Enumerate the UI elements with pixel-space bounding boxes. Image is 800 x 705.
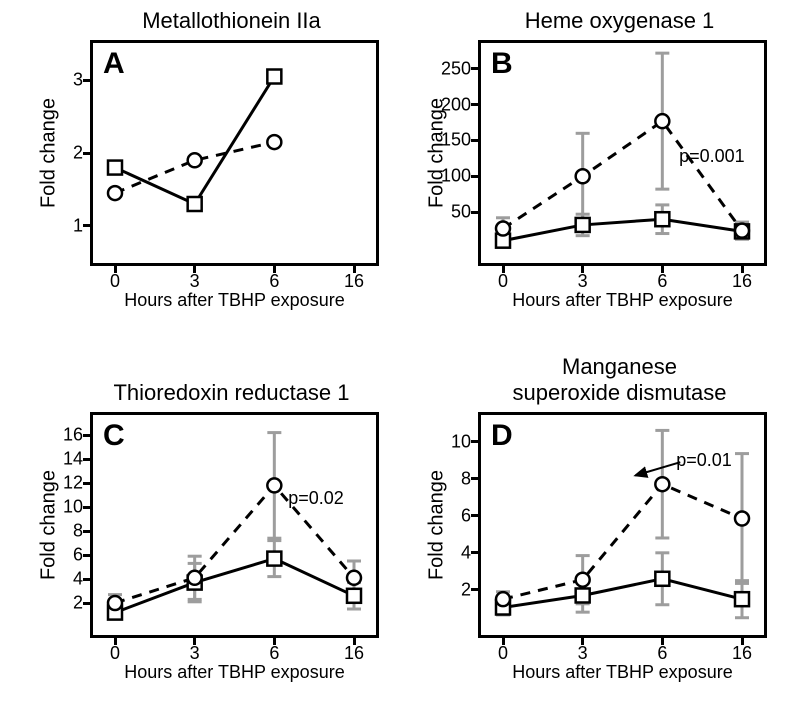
ytick-label: 6	[73, 545, 83, 566]
panel-d-plot: D Fold change Hours after TBHP exposure …	[478, 412, 767, 638]
ytick-label: 2	[461, 579, 471, 600]
panel-b-xlabel: Hours after TBHP exposure	[481, 290, 764, 311]
p-value-annotation: p=0.001	[679, 146, 745, 167]
ytick-label: 14	[63, 449, 83, 470]
panel-a-xlabel: Hours after TBHP exposure	[93, 290, 376, 311]
ytick-label: 2	[73, 143, 83, 164]
ytick-label: 50	[451, 202, 471, 223]
xtick-label: 3	[190, 643, 200, 664]
ytick-label: 4	[73, 569, 83, 590]
figure-root: Metallothionein IIa A Fold change Hours …	[0, 0, 800, 705]
xtick-label: 6	[657, 271, 667, 292]
panel-d-svg	[481, 415, 764, 635]
panel-d-ylabel: Fold change	[426, 470, 449, 580]
panel-a-ylabel: Fold change	[38, 98, 61, 208]
ytick-label: 3	[73, 70, 83, 91]
xtick-label: 0	[110, 643, 120, 664]
xtick-label: 0	[110, 271, 120, 292]
xtick-label: 6	[269, 643, 279, 664]
xtick-label: 6	[269, 271, 279, 292]
xtick-label: 6	[657, 643, 667, 664]
panel-b-title: Heme oxygenase 1	[478, 8, 761, 34]
xtick-label: 16	[344, 271, 364, 292]
ytick-label: 8	[73, 521, 83, 542]
p-value-annotation: p=0.02	[288, 488, 344, 509]
xtick-label: 16	[732, 271, 752, 292]
ytick-label: 2	[73, 593, 83, 614]
ytick-label: 100	[441, 166, 471, 187]
panel-a-plot: A Fold change Hours after TBHP exposure …	[90, 40, 379, 266]
panel-a-svg	[93, 43, 376, 263]
xtick-label: 3	[578, 271, 588, 292]
panel-b-plot: B Fold change Hours after TBHP exposure …	[478, 40, 767, 266]
ytick-label: 12	[63, 473, 83, 494]
ytick-label: 10	[451, 431, 471, 452]
ytick-label: 1	[73, 215, 83, 236]
panel-a-title: Metallothionein IIa	[90, 8, 373, 34]
panel-d-title: Manganesesuperoxide dismutase	[478, 354, 761, 406]
panel-c-ylabel: Fold change	[38, 470, 61, 580]
xtick-label: 16	[732, 643, 752, 664]
xtick-label: 0	[498, 643, 508, 664]
ytick-label: 250	[441, 58, 471, 79]
panel-c-title: Thioredoxin reductase 1	[90, 380, 373, 406]
ytick-label: 10	[63, 497, 83, 518]
xtick-label: 3	[190, 271, 200, 292]
ytick-label: 150	[441, 130, 471, 151]
ytick-label: 200	[441, 94, 471, 115]
xtick-label: 0	[498, 271, 508, 292]
ytick-label: 6	[461, 505, 471, 526]
ytick-label: 16	[63, 425, 83, 446]
panel-d-xlabel: Hours after TBHP exposure	[481, 662, 764, 683]
ytick-label: 8	[461, 468, 471, 489]
p-value-annotation: p=0.01	[676, 450, 732, 471]
xtick-label: 16	[344, 643, 364, 664]
panel-c-xlabel: Hours after TBHP exposure	[93, 662, 376, 683]
xtick-label: 3	[578, 643, 588, 664]
ytick-label: 4	[461, 542, 471, 563]
panel-c-svg	[93, 415, 376, 635]
panel-c-plot: C Fold change Hours after TBHP exposure …	[90, 412, 379, 638]
